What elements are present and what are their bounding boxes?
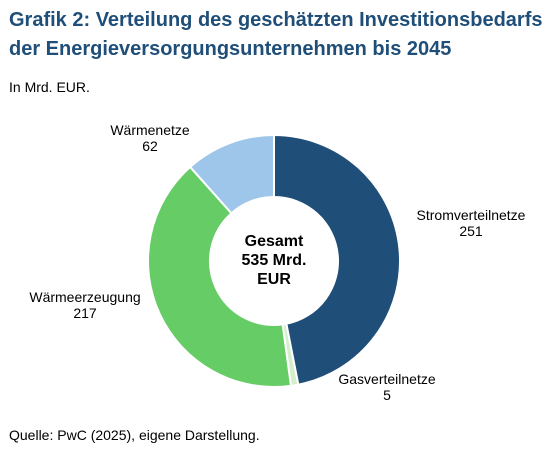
donut-slice-stromverteilnetze <box>273 133 401 386</box>
center-label-line-1: Gesamt <box>245 233 304 250</box>
chart-title-line-2: der Energieversorgungsunternehmen bis 20… <box>9 38 452 60</box>
slice-label-gasverteilnetze-name: Gasverteilnetze <box>338 371 435 387</box>
slice-labels: Wärmenetze 62 Stromverteilnetze 251 Wärm… <box>29 122 525 403</box>
slice-label-stromverteilnetze-value: 251 <box>459 223 483 239</box>
slice-label-waermeerzeugung-value: 217 <box>73 305 97 321</box>
slice-label-gasverteilnetze-value: 5 <box>383 387 391 403</box>
slice-label-waermeerzeugung-name: Wärmeerzeugung <box>29 289 140 305</box>
donut-slice-waermeerzeugung <box>147 165 293 388</box>
chart-subtitle: In Mrd. EUR. <box>9 79 90 95</box>
donut-center-label: Gesamt 535 Mrd. EUR <box>242 233 307 288</box>
chart-title: Grafik 2: Verteilung des geschätzten Inv… <box>9 6 544 64</box>
chart-title-line-1: Grafik 2: Verteilung des geschätzten Inv… <box>9 9 543 31</box>
slice-label-waermenetze-name: Wärmenetze <box>110 122 190 138</box>
donut-slices <box>147 133 401 388</box>
center-label-line-2: 535 Mrd. <box>242 252 307 269</box>
source-note: Quelle: PwC (2025), eigene Darstellung. <box>9 427 260 443</box>
donut-slice-waermenetze <box>188 133 275 215</box>
center-label-line-3: EUR <box>257 271 291 288</box>
slice-label-stromverteilnetze-name: Stromverteilnetze <box>417 207 526 223</box>
slice-label-waermenetze-value: 62 <box>142 138 158 154</box>
